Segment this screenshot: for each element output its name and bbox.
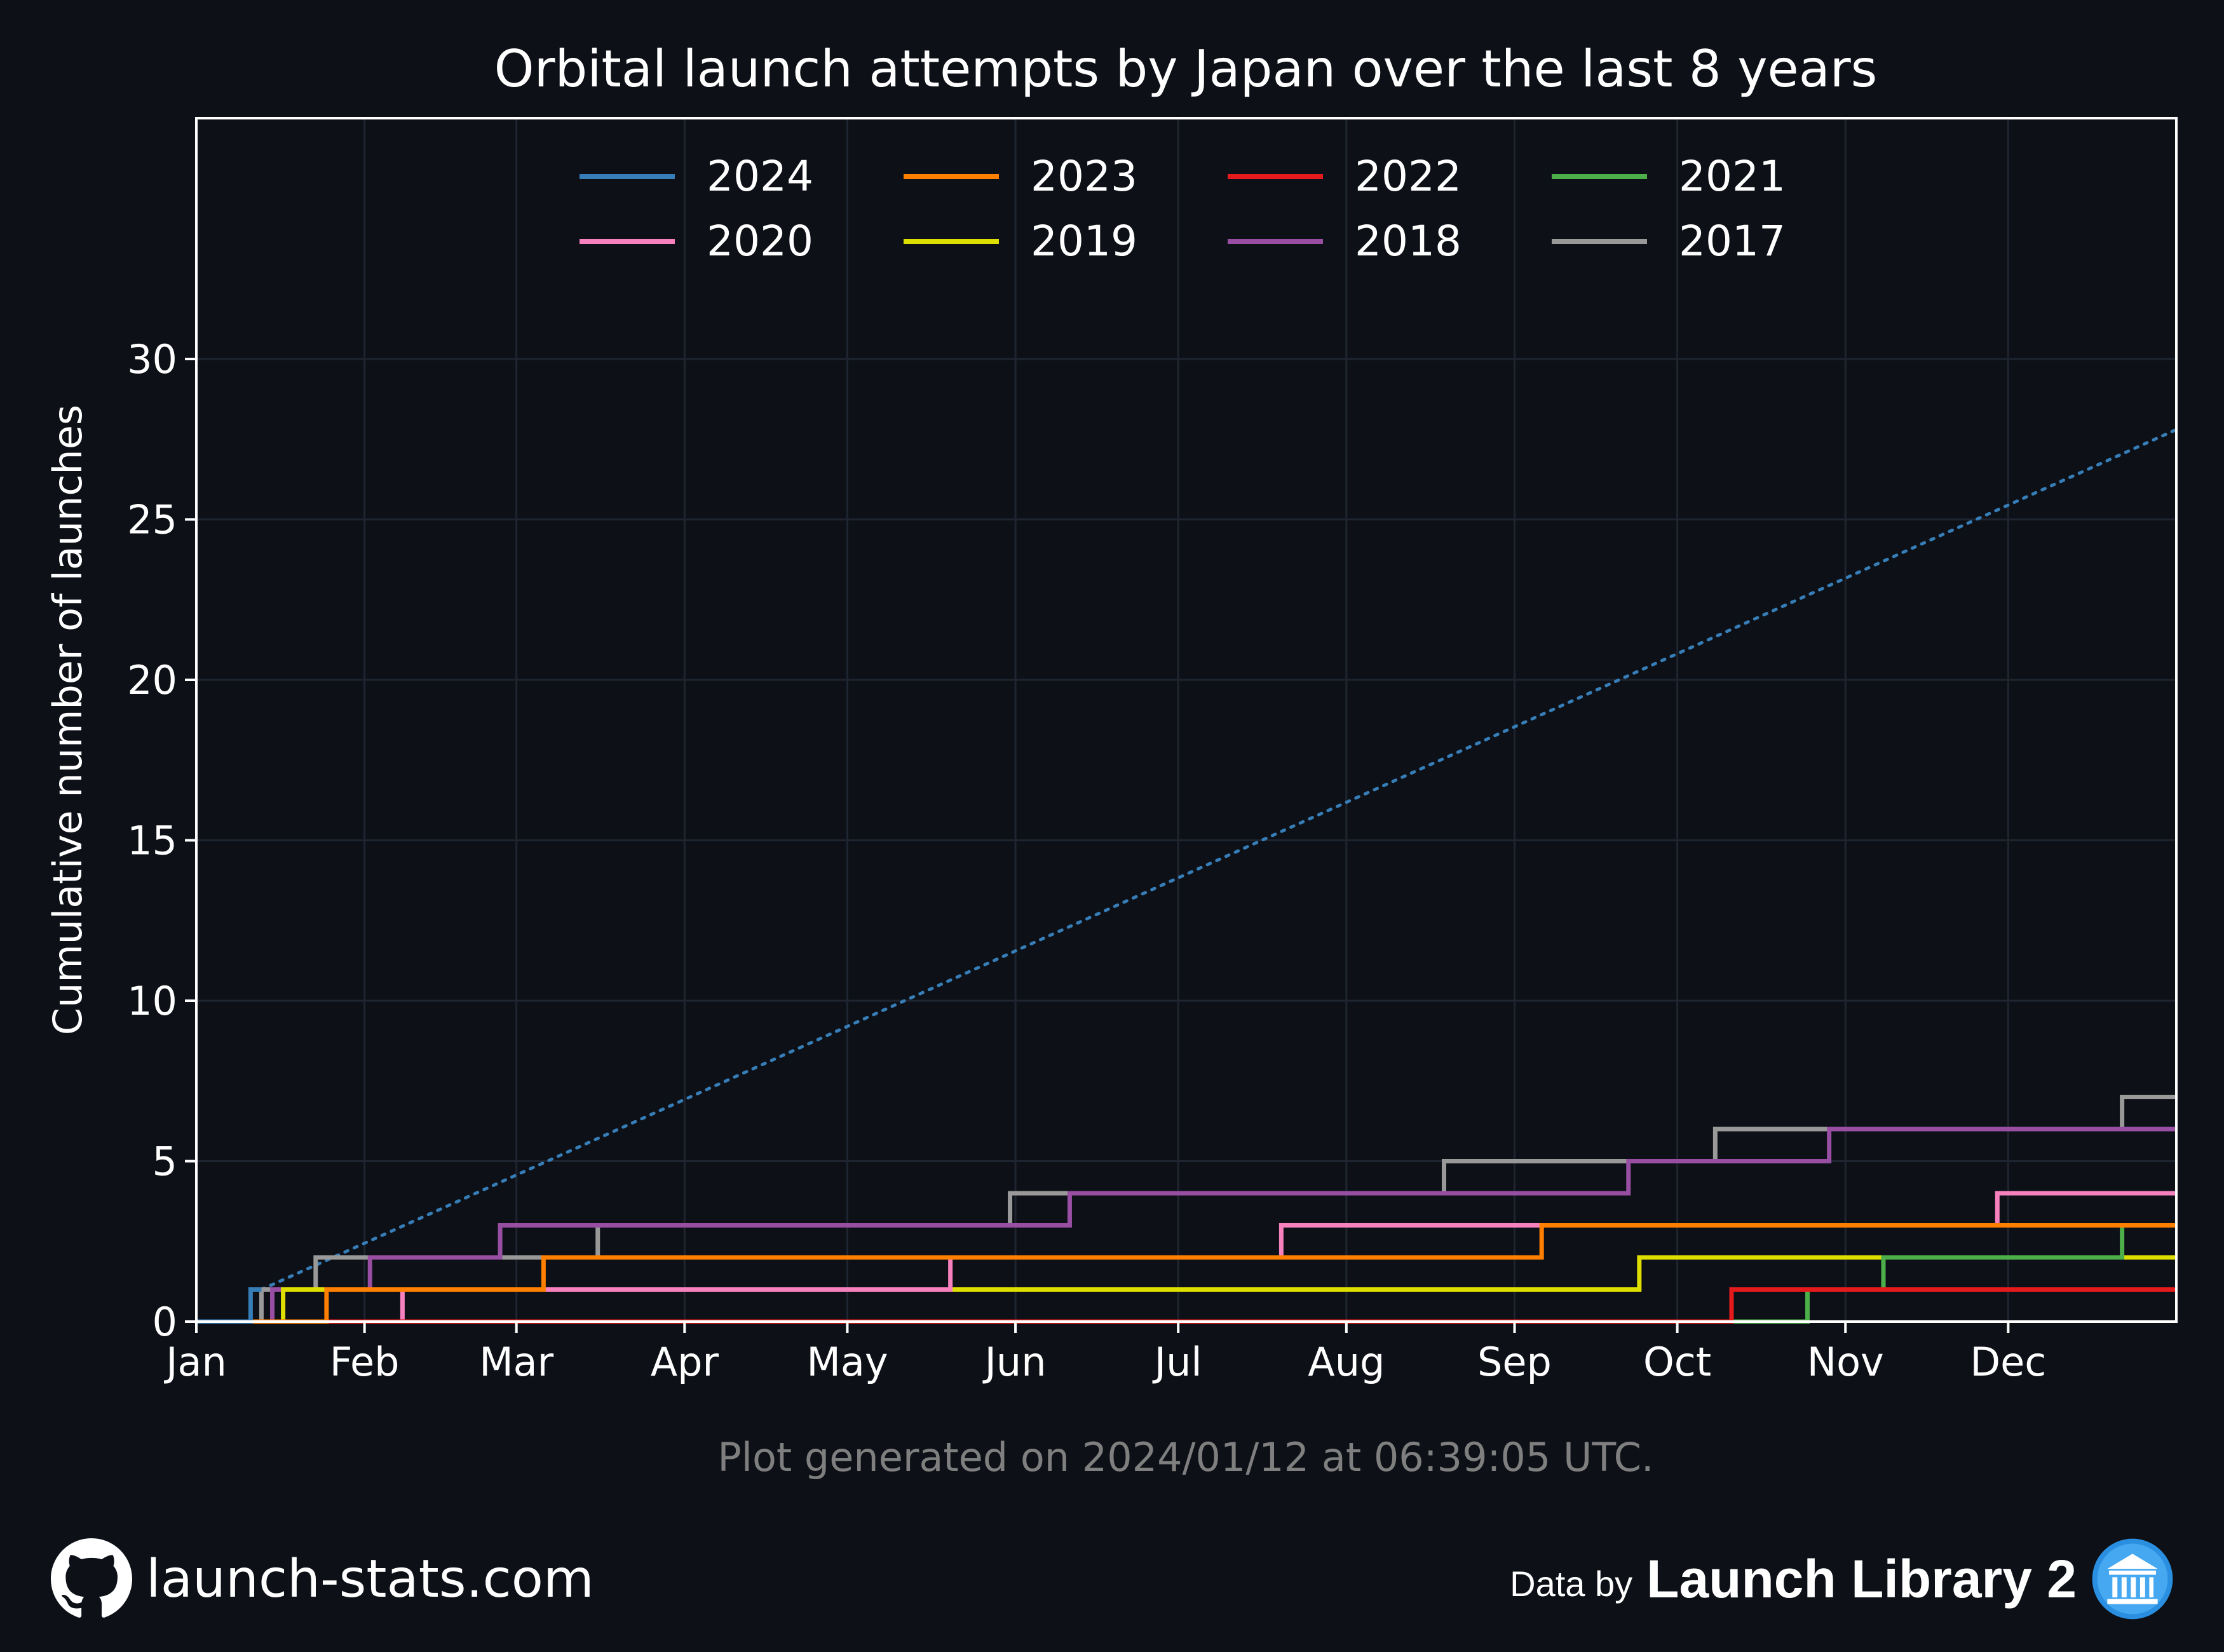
legend-label: 2019: [1031, 217, 1137, 266]
projection-line: [259, 428, 2178, 1291]
x-tick-label: Jul: [1152, 1339, 1202, 1385]
legend-label: 2021: [1679, 152, 1786, 201]
y-tick-label: 30: [127, 336, 177, 383]
plot-background: [196, 118, 2176, 1322]
y-tick-label: 10: [127, 978, 177, 1024]
series-line-2021: [196, 1223, 2176, 1324]
legend-label: 2020: [707, 217, 813, 266]
x-tick-label: Dec: [1970, 1339, 2046, 1385]
y-axis: 0 5 10 15 20 25 30: [127, 336, 196, 1345]
y-tick-label: 25: [127, 497, 177, 543]
y-tick-label: 20: [127, 657, 177, 703]
site-credit[interactable]: launch-stats.com: [51, 1538, 594, 1620]
x-axis: Jan Feb Mar Apr May Jun Jul Aug Sep Oct Nov Dec: [163, 1322, 2046, 1385]
site-link[interactable]: launch-stats.com: [146, 1548, 594, 1609]
legend-label: 2017: [1679, 217, 1786, 266]
data-by-label: Data by: [1510, 1563, 1633, 1604]
data-source-credit[interactable]: Data by Launch Library 2: [1510, 1536, 2174, 1622]
series-line-2023: [196, 1223, 2176, 1324]
chart-title: Orbital launch attempts by Japan over th…: [494, 39, 1878, 98]
y-tick-label: 5: [153, 1139, 177, 1185]
y-axis-label: Cumulative number of launches: [44, 405, 91, 1035]
x-tick-label: Sep: [1477, 1339, 1552, 1385]
plot-frame: [195, 117, 2178, 1323]
x-tick-label: May: [806, 1339, 888, 1385]
legend: 2024 2023 2022 2021 2020 2019 2018 2017: [580, 152, 1786, 266]
x-tick-label: Feb: [330, 1339, 400, 1385]
x-tick-label: Jun: [982, 1339, 1047, 1385]
legend-label: 2024: [707, 152, 813, 201]
legend-label: 2023: [1031, 152, 1137, 201]
x-tick-label: Mar: [479, 1339, 553, 1385]
series-layer: [196, 428, 2178, 1324]
library-icon: [2092, 1538, 2173, 1620]
source-name[interactable]: Launch Library 2: [1646, 1548, 2077, 1609]
x-tick-label: Nov: [1807, 1339, 1884, 1385]
github-icon: [51, 1538, 132, 1618]
x-tick-label: Apr: [651, 1339, 719, 1385]
plot-area: [195, 117, 2178, 1324]
x-tick-label: Aug: [1308, 1339, 1385, 1385]
y-tick-label: 15: [127, 818, 177, 864]
generated-note: Plot generated on 2024/01/12 at 06:39:05…: [717, 1434, 1653, 1480]
legend-label: 2018: [1355, 217, 1461, 266]
legend-label: 2022: [1355, 152, 1461, 201]
x-tick-label: Jan: [163, 1339, 227, 1385]
y-tick-label: 0: [153, 1299, 177, 1345]
x-tick-label: Oct: [1643, 1339, 1711, 1385]
